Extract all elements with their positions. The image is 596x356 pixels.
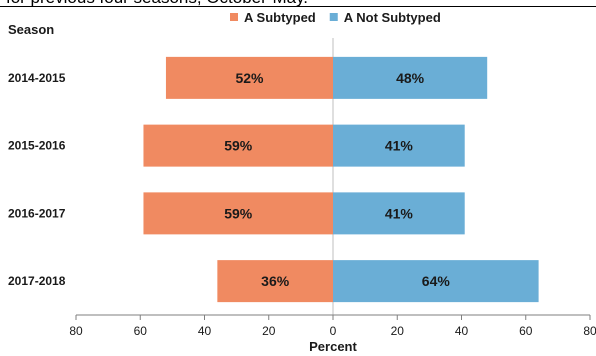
x-axis: 80 60 40 20 0 20 40 60 80 (69, 314, 596, 338)
legend-label: A Subtyped (244, 10, 316, 25)
bar-a-not-subtyped (333, 192, 465, 235)
bar-a-not-subtyped (333, 260, 539, 303)
x-tick-label: 0 (330, 324, 337, 338)
category-header: Season (8, 22, 54, 37)
bar-a-not-subtyped (333, 56, 488, 99)
data-label: 59% (224, 205, 253, 221)
bar-a-subtyped (217, 260, 333, 303)
legend-label: A Not Subtyped (344, 10, 441, 25)
category-label: 2016-2017 (8, 206, 66, 220)
data-label: 52% (235, 70, 264, 86)
data-label: 41% (385, 138, 414, 154)
legend-swatch (230, 13, 238, 21)
category-label: 2014-2015 (8, 71, 66, 85)
bar-a-subtyped (165, 56, 333, 99)
data-label: 59% (224, 138, 253, 154)
caption-divider (0, 6, 596, 7)
bar-a-subtyped (143, 124, 333, 167)
x-tick-label: 80 (583, 324, 596, 338)
x-axis-title: Percent (309, 339, 357, 354)
category-label: 2015-2016 (8, 139, 66, 153)
x-tick-label: 20 (391, 324, 405, 338)
bars-group: 2014-2015 52% 48% 2015-2016 59% 41% 2016-2017 5… (8, 56, 539, 303)
legend-swatch (329, 13, 338, 21)
chart-caption: for previous four seasons, October-May. (6, 0, 596, 8)
category-label: 2017-2018 (8, 274, 66, 288)
x-tick-label: 80 (69, 324, 83, 338)
x-tick-label: 40 (198, 324, 212, 338)
bar-a-subtyped (143, 192, 333, 235)
data-label: 48% (396, 70, 425, 86)
x-tick-label: 20 (262, 324, 276, 338)
data-label: 41% (385, 205, 414, 221)
x-tick-label: 40 (455, 324, 469, 338)
x-tick-label: 60 (519, 324, 533, 338)
data-label: 64% (422, 273, 451, 289)
legend: A Subtyped A Not Subtyped (230, 10, 441, 25)
bar-a-not-subtyped (333, 124, 465, 167)
x-tick-label: 60 (134, 324, 148, 338)
data-label: 36% (261, 273, 290, 289)
